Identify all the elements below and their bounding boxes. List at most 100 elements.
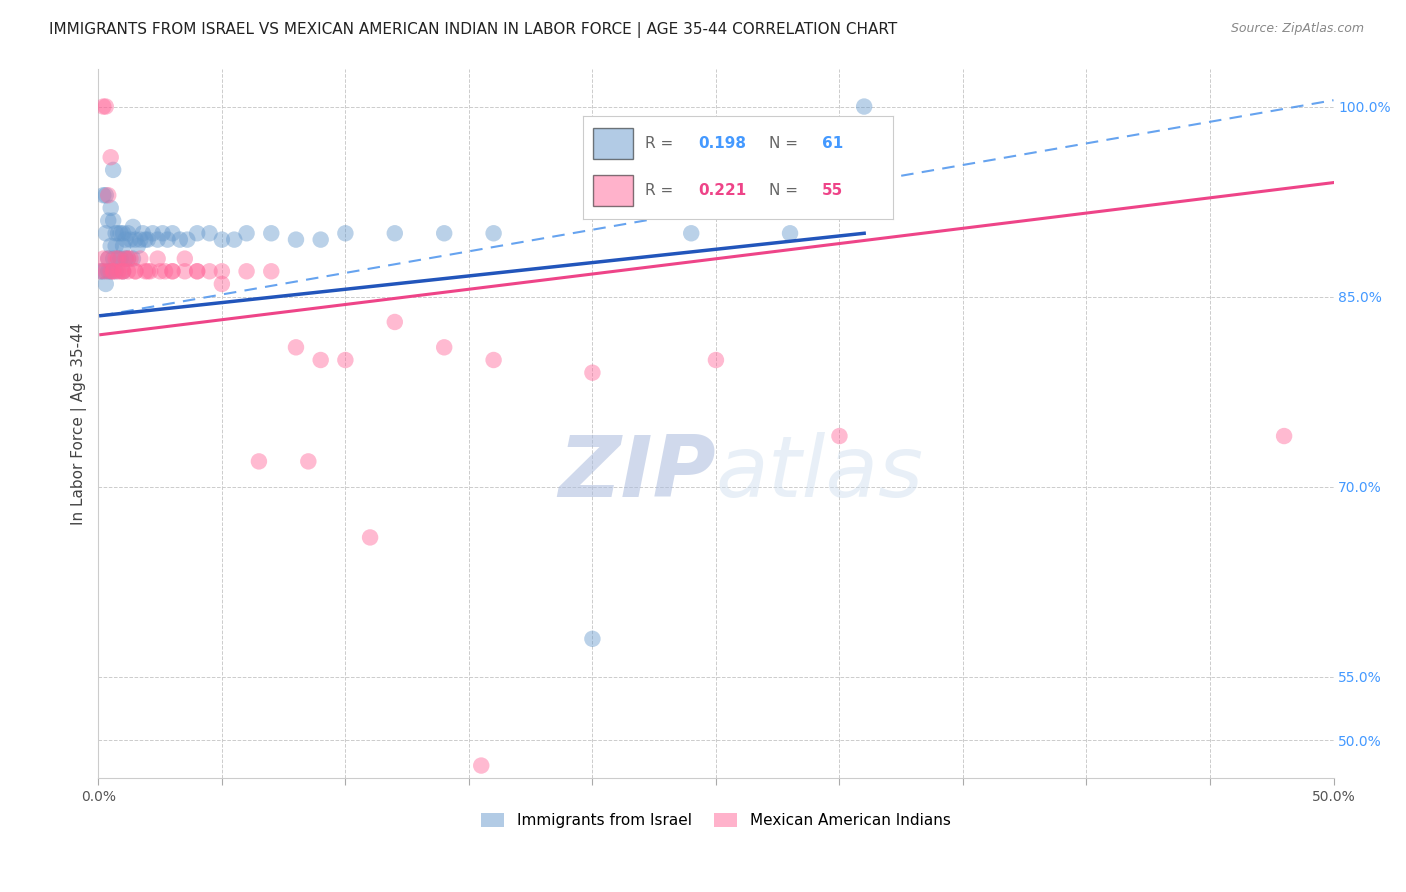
- Point: [100, 239, 122, 253]
- Point: [285, 233, 308, 247]
- Point: [581, 366, 603, 380]
- Point: [124, 264, 146, 278]
- Point: [132, 227, 155, 241]
- Point: [104, 239, 127, 253]
- Point: [91, 264, 114, 278]
- Point: [117, 227, 139, 241]
- Point: [101, 264, 124, 278]
- Point: [124, 264, 146, 278]
- Point: [139, 264, 162, 278]
- Text: Source: ZipAtlas.com: Source: ZipAtlas.com: [1230, 22, 1364, 36]
- Point: [211, 233, 233, 247]
- Point: [120, 252, 142, 266]
- Point: [129, 252, 152, 266]
- FancyBboxPatch shape: [593, 176, 633, 206]
- Point: [107, 264, 129, 278]
- Point: [112, 264, 135, 278]
- Point: [100, 264, 122, 278]
- Point: [681, 227, 703, 241]
- Point: [142, 227, 165, 241]
- Point: [162, 264, 184, 278]
- Point: [297, 454, 319, 468]
- Point: [101, 162, 124, 177]
- Point: [136, 264, 159, 278]
- Point: [100, 201, 122, 215]
- Point: [224, 233, 246, 247]
- Point: [156, 233, 179, 247]
- Point: [91, 99, 114, 113]
- Point: [94, 227, 117, 241]
- Text: N =: N =: [769, 184, 803, 198]
- Point: [433, 227, 456, 241]
- Point: [122, 219, 145, 234]
- Point: [198, 227, 221, 241]
- Point: [149, 264, 172, 278]
- Text: 0.221: 0.221: [697, 184, 747, 198]
- Y-axis label: In Labor Force | Age 35-44: In Labor Force | Age 35-44: [72, 322, 87, 524]
- Text: R =: R =: [645, 184, 679, 198]
- Point: [211, 264, 233, 278]
- Point: [235, 264, 257, 278]
- Point: [114, 252, 136, 266]
- Point: [122, 252, 145, 266]
- Point: [117, 264, 139, 278]
- Point: [779, 227, 801, 241]
- Point: [112, 264, 135, 278]
- Text: atlas: atlas: [716, 432, 924, 515]
- Point: [94, 99, 117, 113]
- Point: [335, 353, 357, 368]
- Point: [482, 227, 505, 241]
- Point: [247, 454, 270, 468]
- Point: [186, 227, 208, 241]
- Point: [90, 264, 112, 278]
- Point: [100, 150, 122, 164]
- Point: [97, 188, 120, 202]
- Point: [260, 264, 283, 278]
- Text: ZIP: ZIP: [558, 432, 716, 515]
- Point: [1272, 429, 1295, 443]
- Point: [101, 213, 124, 227]
- Point: [235, 227, 257, 241]
- Point: [107, 252, 129, 266]
- Point: [110, 264, 132, 278]
- Point: [433, 340, 456, 354]
- Text: 0.198: 0.198: [697, 136, 747, 151]
- Point: [114, 233, 136, 247]
- Point: [101, 252, 124, 266]
- Point: [384, 227, 406, 241]
- Point: [152, 227, 174, 241]
- Point: [169, 233, 191, 247]
- Point: [136, 233, 159, 247]
- Point: [211, 277, 233, 291]
- Point: [97, 252, 120, 266]
- Point: [309, 353, 332, 368]
- Legend: Immigrants from Israel, Mexican American Indians: Immigrants from Israel, Mexican American…: [475, 807, 956, 834]
- Point: [104, 252, 127, 266]
- Point: [110, 252, 132, 266]
- Point: [173, 252, 195, 266]
- Text: R =: R =: [645, 136, 679, 151]
- Point: [134, 264, 156, 278]
- Point: [146, 252, 169, 266]
- Point: [162, 227, 184, 241]
- Text: N =: N =: [769, 136, 803, 151]
- Point: [162, 264, 184, 278]
- Point: [90, 264, 112, 278]
- Point: [198, 264, 221, 278]
- Point: [94, 188, 117, 202]
- Text: IMMIGRANTS FROM ISRAEL VS MEXICAN AMERICAN INDIAN IN LABOR FORCE | AGE 35-44 COR: IMMIGRANTS FROM ISRAEL VS MEXICAN AMERIC…: [49, 22, 897, 38]
- Point: [309, 233, 332, 247]
- Point: [176, 233, 198, 247]
- Point: [91, 252, 114, 266]
- Point: [134, 233, 156, 247]
- Point: [581, 632, 603, 646]
- Point: [110, 227, 132, 241]
- Point: [124, 233, 146, 247]
- Point: [107, 227, 129, 241]
- Point: [104, 264, 127, 278]
- Point: [112, 239, 135, 253]
- Point: [384, 315, 406, 329]
- Point: [100, 264, 122, 278]
- Point: [97, 264, 120, 278]
- Text: 61: 61: [821, 136, 844, 151]
